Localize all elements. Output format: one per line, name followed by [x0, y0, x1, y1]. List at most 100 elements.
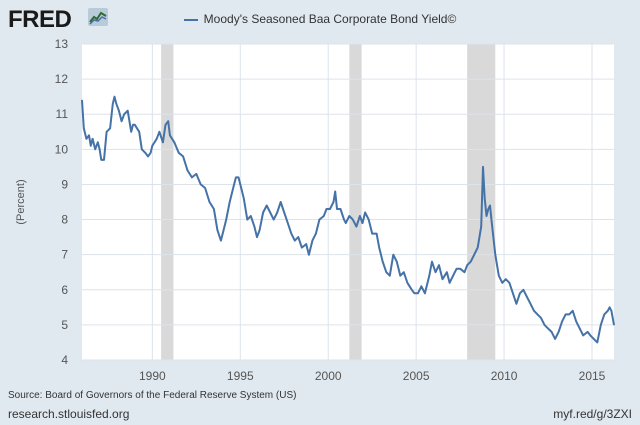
- series-point: [195, 173, 197, 175]
- series-point: [232, 187, 234, 189]
- series-point: [579, 327, 581, 329]
- series-point: [529, 303, 532, 305]
- site-link[interactable]: research.stlouisfed.org: [8, 407, 130, 421]
- series-point: [332, 201, 335, 203]
- series-point: [589, 334, 591, 337]
- series-point: [294, 240, 296, 242]
- series-point: [403, 271, 405, 273]
- series-point: [382, 261, 384, 263]
- series-point: [473, 254, 475, 256]
- series-point: [355, 225, 357, 228]
- series-point: [399, 275, 401, 277]
- series-point: [162, 141, 164, 143]
- series-point: [455, 268, 458, 270]
- x-axis-ticks: 1990 1995 2000 2005 2010 2015: [139, 369, 606, 383]
- y-tick-label: 10: [55, 142, 69, 156]
- series-point: [94, 148, 96, 150]
- y-axis-label: (Percent): [15, 179, 27, 224]
- series-point: [508, 282, 510, 284]
- short-link[interactable]: myf.red/g/3ZXI: [553, 407, 632, 421]
- series-point: [213, 208, 215, 210]
- series-point: [512, 292, 514, 294]
- series-point: [141, 148, 143, 150]
- series-point: [485, 215, 488, 217]
- series-point: [262, 211, 264, 214]
- series-point: [273, 218, 275, 221]
- series-point: [186, 169, 189, 171]
- fred-chart-logo-icon: [88, 8, 108, 26]
- y-tick-label: 8: [61, 213, 68, 227]
- y-tick-label: 9: [61, 177, 68, 191]
- series-point: [325, 208, 328, 210]
- series-point: [85, 138, 87, 140]
- series-point: [259, 229, 261, 231]
- chart-legend: Moody's Seasoned Baa Corporate Bond Yiel…: [0, 12, 640, 26]
- series-point: [489, 204, 491, 207]
- series-point: [477, 247, 479, 249]
- series-point: [480, 225, 482, 228]
- recession-band: [349, 44, 362, 360]
- series-point: [308, 254, 310, 256]
- series-point: [266, 204, 268, 207]
- series-point: [603, 313, 605, 315]
- y-tick-label: 12: [55, 72, 69, 86]
- series-point: [208, 201, 211, 203]
- series-point: [243, 197, 245, 200]
- series-point: [448, 282, 451, 284]
- series-point: [533, 310, 535, 312]
- series-point: [112, 103, 114, 105]
- series-point: [132, 124, 134, 126]
- y-tick-label: 5: [61, 318, 68, 332]
- series-point: [613, 324, 615, 326]
- series-point: [470, 261, 472, 263]
- series-point: [417, 292, 419, 294]
- series-point: [178, 152, 180, 154]
- series-point: [593, 338, 595, 340]
- y-axis-ticks: 4 5 6 7 8 9 10 11 12 13: [55, 37, 69, 367]
- series-point: [250, 215, 252, 217]
- series-point: [609, 306, 611, 308]
- series-point: [276, 211, 278, 214]
- x-tick-label: 2005: [403, 369, 430, 383]
- series-point: [558, 331, 560, 333]
- series-point: [120, 120, 123, 122]
- series-point: [466, 264, 468, 266]
- series-point: [311, 240, 313, 242]
- series-point: [522, 289, 525, 291]
- series-point: [582, 334, 584, 337]
- series-point: [540, 317, 542, 319]
- fred-logo-text: FRED: [8, 6, 72, 33]
- x-tick-label: 1995: [227, 369, 254, 383]
- x-tick-label: 2000: [315, 369, 342, 383]
- series-point: [463, 271, 466, 273]
- series-point: [164, 124, 167, 126]
- legend-series-label: Moody's Seasoned Baa Corporate Bond Yiel…: [203, 12, 457, 26]
- series-point: [118, 110, 120, 112]
- series-point: [547, 327, 549, 329]
- series-point: [543, 324, 546, 326]
- series-point: [123, 113, 125, 115]
- series-point: [149, 152, 152, 154]
- series-point: [406, 282, 408, 284]
- series-point: [83, 127, 85, 129]
- series-point: [106, 131, 108, 133]
- series-point: [151, 145, 153, 147]
- series-point: [364, 211, 366, 214]
- series-point: [550, 331, 553, 333]
- series-point: [147, 155, 149, 157]
- fred-logo[interactable]: FRED: [8, 6, 72, 34]
- series-point: [484, 197, 486, 200]
- series-point: [216, 229, 219, 231]
- series-point: [115, 103, 117, 105]
- series-point: [428, 275, 430, 277]
- series-point: [158, 131, 160, 133]
- series-point: [519, 292, 521, 294]
- series-point: [438, 264, 440, 266]
- series-point: [235, 176, 237, 179]
- series-point: [237, 176, 240, 179]
- series-point: [144, 152, 146, 154]
- series-point: [568, 313, 570, 315]
- y-tick-label: 6: [61, 283, 68, 297]
- series-point: [229, 201, 231, 203]
